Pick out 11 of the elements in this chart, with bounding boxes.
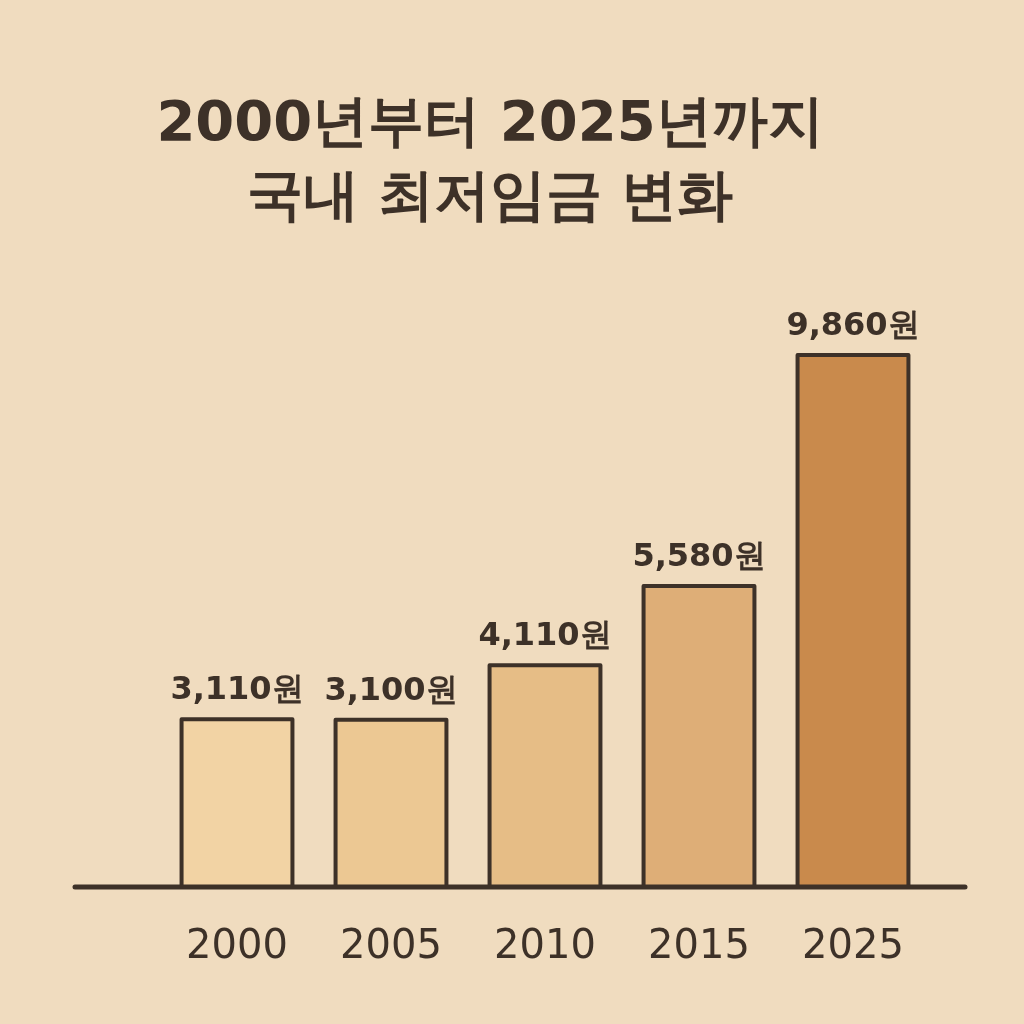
x-tick-label: 2025: [802, 921, 904, 967]
data-label: 3,110원: [170, 669, 304, 708]
x-tick-label: 2005: [340, 921, 442, 967]
x-tick-label: 2000: [186, 921, 288, 967]
data-label: 3,100원: [324, 669, 458, 708]
data-label: 5,580원: [632, 535, 766, 574]
chart-title: 2000년부터 2025년까지 국내 최저임금 변화: [156, 88, 824, 227]
x-tick-label: 2015: [648, 921, 750, 967]
data-label: 4,110원: [478, 615, 612, 654]
x-tick-label: 2010: [494, 921, 596, 967]
data-label: 9,860원: [786, 305, 920, 343]
